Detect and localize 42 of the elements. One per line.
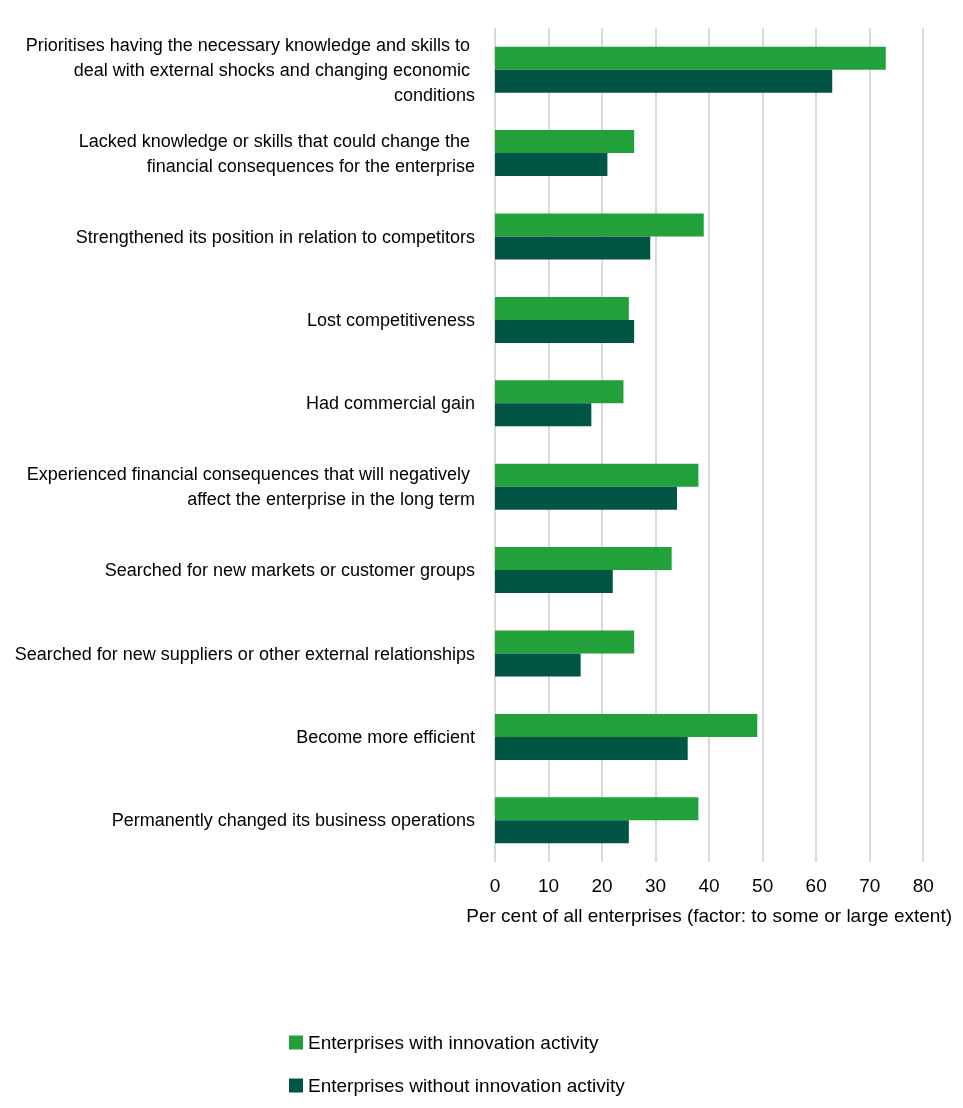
- x-tick-label: 80: [912, 875, 934, 896]
- bar: [495, 713, 758, 737]
- x-tick-label: 40: [698, 875, 720, 896]
- bar: [495, 547, 672, 571]
- x-tick-label: 60: [805, 875, 827, 896]
- x-tick-label: 30: [645, 875, 667, 896]
- legend-label: Enterprises with innovation activity: [308, 1032, 599, 1053]
- bar: [495, 570, 613, 594]
- bar: [495, 653, 581, 677]
- y-tick-label: Experienced financial consequences that will negatively affect the enterprise in the long term: [26, 464, 475, 510]
- y-tick-label: Had commercial gain: [305, 393, 475, 414]
- bar: [495, 130, 635, 154]
- y-tick-label: Searched for new suppliers or other external relationships: [14, 643, 475, 664]
- bar: [495, 296, 629, 320]
- bar: [495, 46, 886, 70]
- bar: [495, 236, 651, 260]
- bar: [495, 153, 608, 177]
- y-tick-label: Become more efficient: [296, 726, 475, 747]
- bar: [495, 797, 699, 821]
- legend-label: Enterprises without innovation activity: [308, 1075, 626, 1096]
- bar: [495, 403, 592, 427]
- x-tick-label: 0: [489, 875, 501, 896]
- bar: [495, 213, 704, 237]
- x-tick-label: 50: [752, 875, 774, 896]
- y-tick-label: Lost competitiveness: [306, 309, 475, 330]
- x-axis-title: Per cent of all enterprises (factor: to some or large extent): [466, 904, 953, 926]
- y-tick-label: Lacked knowledge or skills that could change the financial consequences for the enterprise: [78, 130, 475, 176]
- x-tick-label: 10: [537, 875, 560, 896]
- x-tick-label: 70: [859, 875, 881, 896]
- bar: [495, 69, 833, 93]
- bar: [495, 630, 635, 654]
- bar: [495, 380, 624, 404]
- bar: [495, 736, 688, 760]
- x-tick-label: 20: [591, 875, 613, 896]
- bar: [495, 486, 677, 510]
- bar: [495, 463, 699, 487]
- y-tick-label: Prioritises having the necessary knowledge and skills to deal with external shocks and changing economic conditions: [25, 34, 475, 105]
- y-tick-label: Searched for new markets or customer groups: [104, 560, 475, 581]
- y-tick-label: Strengthened its position in relation to competitors: [75, 226, 475, 247]
- y-tick-label: Permanently changed its business operations: [111, 810, 475, 831]
- bar: [495, 319, 635, 343]
- bar: [495, 820, 629, 844]
